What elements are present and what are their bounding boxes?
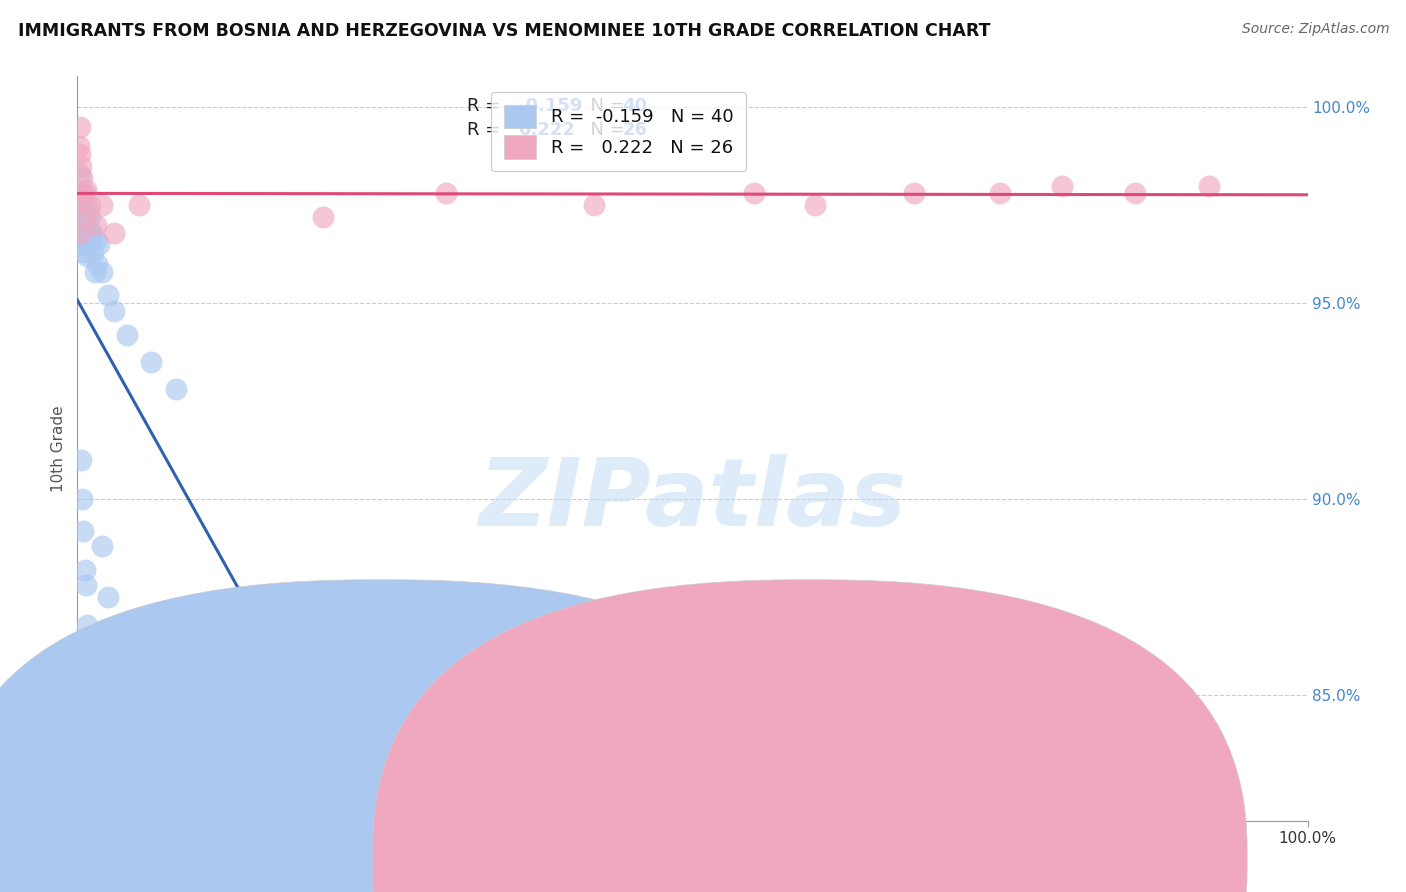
Point	[110, 727, 132, 741]
Point	[72, 524, 94, 538]
Point	[84, 218, 107, 232]
Point	[89, 237, 111, 252]
Text: N =: N =	[579, 121, 631, 139]
Point	[804, 198, 827, 212]
Point	[1125, 186, 1147, 201]
Point	[75, 198, 97, 212]
Point	[70, 202, 93, 216]
Point	[67, 186, 90, 201]
Point	[103, 226, 125, 240]
Point	[69, 210, 91, 224]
Point	[72, 214, 94, 228]
Point	[79, 210, 101, 224]
Point	[1198, 178, 1220, 193]
Point	[75, 578, 97, 592]
Point	[103, 304, 125, 318]
Point	[70, 237, 93, 252]
Point	[70, 194, 93, 209]
Point	[72, 186, 94, 201]
Point	[69, 167, 91, 181]
Legend: R =  -0.159   N = 40, R =   0.222   N = 26: R = -0.159 N = 40, R = 0.222 N = 26	[491, 92, 747, 171]
Point	[70, 226, 93, 240]
Text: 26: 26	[623, 121, 647, 139]
Text: 40: 40	[623, 96, 647, 114]
Point	[165, 383, 187, 397]
Text: Source: ZipAtlas.com: Source: ZipAtlas.com	[1241, 22, 1389, 37]
Point	[70, 453, 93, 467]
Point	[75, 237, 97, 252]
Point	[75, 182, 97, 196]
Point	[90, 539, 114, 553]
Y-axis label: 10th Grade: 10th Grade	[51, 405, 66, 491]
Point	[70, 194, 93, 209]
Text: R =: R =	[467, 96, 512, 114]
Point	[583, 198, 606, 212]
Point	[1050, 178, 1073, 193]
Point	[79, 198, 101, 212]
Text: R =: R =	[467, 121, 512, 139]
Point	[436, 186, 458, 201]
Text: N =: N =	[579, 96, 631, 114]
Point	[79, 648, 101, 663]
Point	[86, 257, 108, 271]
Point	[82, 245, 104, 260]
Point	[69, 120, 91, 134]
Point	[83, 265, 105, 279]
Point	[128, 198, 150, 212]
Text: 0.222: 0.222	[517, 121, 575, 139]
Point	[903, 186, 925, 201]
Point	[80, 234, 103, 248]
Text: -0.159: -0.159	[517, 96, 582, 114]
Point	[84, 234, 107, 248]
Point	[70, 159, 93, 173]
Point	[72, 245, 94, 260]
Point	[97, 590, 120, 604]
Point	[73, 563, 96, 577]
Point	[70, 170, 93, 185]
Point	[97, 288, 120, 302]
Point	[73, 210, 96, 224]
Point	[90, 198, 114, 212]
Text: IMMIGRANTS FROM BOSNIA AND HERZEGOVINA VS MENOMINEE 10TH GRADE CORRELATION CHART: IMMIGRANTS FROM BOSNIA AND HERZEGOVINA V…	[18, 22, 991, 40]
Point	[67, 139, 90, 153]
Point	[70, 492, 93, 507]
Point	[988, 186, 1011, 201]
Point	[312, 210, 335, 224]
Point	[82, 226, 104, 240]
Text: ZIPatlas: ZIPatlas	[478, 454, 907, 547]
Point	[73, 186, 96, 201]
Point	[90, 265, 114, 279]
Point	[69, 186, 91, 201]
Point	[76, 210, 98, 224]
Point	[115, 327, 138, 342]
Point	[76, 617, 98, 632]
Point	[70, 226, 93, 240]
Point	[73, 221, 96, 235]
Point	[76, 249, 98, 263]
Point	[77, 221, 100, 235]
Text: Immigrants from Bosnia and Herzegovina: Immigrants from Bosnia and Herzegovina	[404, 853, 723, 867]
Point	[69, 147, 91, 161]
Text: Menominee: Menominee	[832, 853, 922, 867]
Point	[141, 355, 163, 369]
Point	[742, 186, 765, 201]
